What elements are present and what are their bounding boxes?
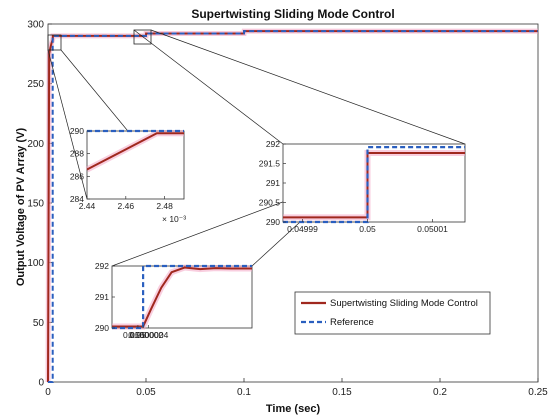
y-tick-label: 100 xyxy=(27,258,44,269)
inset-1-x-tick-label: 2.46 xyxy=(118,201,135,211)
x-axis-label: Time (sec) xyxy=(266,403,321,415)
inset-1-y-tick-label: 284 xyxy=(70,194,84,204)
y-tick-label: 0 xyxy=(38,378,44,389)
inset-2-y-tick-label: 290.5 xyxy=(259,198,281,208)
inset-3-x-tick-label: 0.05 xyxy=(130,330,147,340)
inset-2-x-tick-label: 0.05 xyxy=(359,224,376,234)
inset-2-y-tick-label: 291 xyxy=(266,178,280,188)
series-2-line xyxy=(48,30,538,383)
inset-3-series-1-line xyxy=(112,266,252,328)
inset-1-x-tick-label: 2.48 xyxy=(156,201,173,211)
x-tick-label: 0.15 xyxy=(332,387,352,398)
inset-plot-1: × 10⁻³ 2.44 2.46 2.48 284 286 288 290 xyxy=(70,126,186,224)
inset-1-y-tick-label: 290 xyxy=(70,126,84,136)
inset-3-series-2-line xyxy=(112,264,252,330)
zoom-box-1 xyxy=(47,34,62,51)
inset-3-x-tick-label: 0.0500004 xyxy=(128,330,168,340)
chart-title: Supertwisting Sliding Mode Control xyxy=(191,7,394,21)
inset-1-exponent-label: × 10⁻³ xyxy=(162,214,186,224)
x-tick-label: 0.2 xyxy=(433,387,447,398)
inset-plot-2: 0.04999 0.05 0.05001 290 290.5 291 291.5 292 xyxy=(259,139,466,234)
inset-2-y-tick-label: 290 xyxy=(266,217,280,227)
zoom-box-2 xyxy=(133,29,152,45)
inset-1-x-tick-label: 2.44 xyxy=(79,201,96,211)
inset-2-y-tick-label: 291.5 xyxy=(259,159,281,169)
y-axis-label: Output Voltage of PV Array (V) xyxy=(15,128,27,287)
y-tick-label: 200 xyxy=(27,139,44,150)
x-tick-label: 0.05 xyxy=(136,387,156,398)
y-tick-label: 50 xyxy=(33,318,45,329)
y-tick-label: 250 xyxy=(27,79,44,90)
x-tick-label: 0 xyxy=(45,387,51,398)
inset-3-y-tick-label: 291 xyxy=(95,292,109,302)
zoom-connector-1 xyxy=(47,49,88,200)
legend-label-series-2: Reference xyxy=(330,317,374,328)
inset-2-x-tick-label: 0.04999 xyxy=(287,224,318,234)
x-tick-label: 0.25 xyxy=(528,387,548,398)
inset-2-frame xyxy=(282,143,466,223)
inset-3-y-tick-label: 290 xyxy=(95,323,109,333)
zoom-connector-4 xyxy=(150,29,466,145)
legend-label-series-1: Supertwisting Sliding Mode Control xyxy=(330,298,478,309)
y-tick-label: 150 xyxy=(27,199,44,210)
inset-2-x-tick-label: 0.05001 xyxy=(417,224,448,234)
inset-3-x-tick-label: 0.0500002 xyxy=(123,330,163,340)
inset-1-y-tick-label: 286 xyxy=(70,171,84,181)
inset-3-frame xyxy=(111,265,253,329)
inset-1-y-tick-label: 288 xyxy=(70,149,84,159)
y-tick-label: 300 xyxy=(27,20,44,31)
x-tick-label: 0.1 xyxy=(237,387,251,398)
inset-1-series-1-line xyxy=(86,132,184,171)
inset-3-y-tick-label: 292 xyxy=(95,261,109,271)
zoom-connector-3 xyxy=(133,29,284,145)
inset-2-series-2-line xyxy=(283,146,465,224)
inset-2-y-tick-label: 292 xyxy=(266,139,280,149)
legend: Supertwisting Sliding Mode Control Refer… xyxy=(294,291,491,335)
legend-box xyxy=(294,291,491,335)
